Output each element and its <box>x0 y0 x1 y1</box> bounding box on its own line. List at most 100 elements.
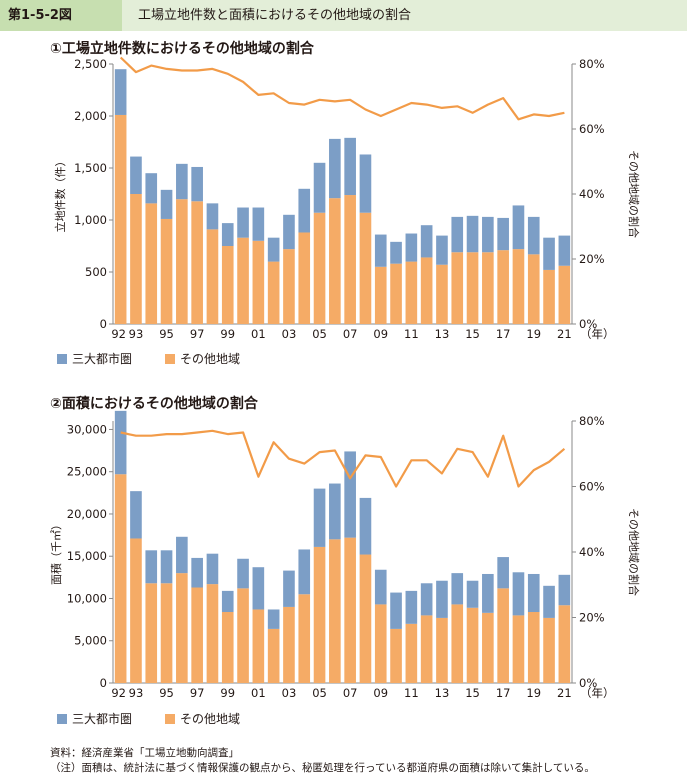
bar-other-area <box>191 587 203 683</box>
bar-three-metro <box>283 570 295 607</box>
bar-three-metro <box>359 154 372 213</box>
bar-three-metro <box>420 583 433 616</box>
legend-swatch-three-metro <box>57 354 67 364</box>
bar-three-metro <box>482 216 494 253</box>
y-tick-label: 0 <box>100 676 107 690</box>
bar-other-area <box>527 612 540 683</box>
bar-other-area <box>497 250 509 324</box>
bar-three-metro <box>176 536 188 574</box>
bar-three-metro <box>145 550 158 584</box>
bar-other-area <box>497 588 509 683</box>
y2-tick-label: 40% <box>579 187 605 201</box>
ratio-line <box>120 429 566 488</box>
y2-tick-label: 0% <box>579 676 597 690</box>
x-tick-label: 05 <box>312 327 327 341</box>
y2-tick-label: 0% <box>579 317 597 331</box>
bar-other-area <box>512 249 525 324</box>
legend-item-other-area: その他地域 <box>165 351 240 367</box>
bar-three-metro <box>344 451 356 538</box>
bar-three-metro <box>543 237 555 270</box>
bar-other-area <box>374 266 387 324</box>
bar-three-metro <box>145 173 158 204</box>
x-tick-label: 15 <box>465 686 480 700</box>
bar-three-metro <box>160 189 173 219</box>
bar-other-area <box>237 588 249 683</box>
legend-swatch-other-area <box>165 354 175 364</box>
bar-other-area <box>344 195 356 324</box>
bar-three-metro <box>558 574 571 606</box>
chart2-title: ②面積におけるその他地域の割合 <box>50 396 258 412</box>
bar-other-area <box>191 201 203 324</box>
bar-other-area <box>283 249 295 324</box>
y-tick-label: 20,000 <box>67 507 107 521</box>
bar-other-area <box>221 246 234 324</box>
x-tick-label: 15 <box>465 327 480 341</box>
chart1-svg: 0 500 1,000 1,500 2,000 2,500 0% 20% 40% 60% 80% 立地… <box>53 56 641 341</box>
x-tick-label: 19 <box>526 686 541 700</box>
bar-three-metro <box>497 217 509 251</box>
bar-other-area <box>451 252 464 324</box>
bar-other-area <box>344 537 356 683</box>
bar-three-metro <box>405 590 418 624</box>
y-tick-label: 25,000 <box>67 465 107 479</box>
x-tick-label: 17 <box>496 327 511 341</box>
x-tick-label: 07 <box>343 327 358 341</box>
x-tick-label: 93 <box>129 686 144 700</box>
y-axis-title: 面積（千㎡） <box>49 519 63 585</box>
y2-axis-title: その他地域の割合 <box>627 508 641 596</box>
bar-other-area <box>160 583 173 683</box>
bar-other-area <box>130 194 142 324</box>
bar-three-metro <box>390 592 402 629</box>
bar-three-metro <box>466 215 479 253</box>
bar-three-metro <box>267 609 280 629</box>
bar-other-area <box>359 554 372 683</box>
bar-other-area <box>390 263 402 324</box>
bar-other-area <box>114 114 127 325</box>
x-tick-label: 07 <box>343 686 358 700</box>
bar-three-metro <box>237 558 249 589</box>
bar-other-area <box>145 583 158 683</box>
x-tick-label: 13 <box>435 686 450 700</box>
bar-other-area <box>512 615 525 683</box>
bar-other-area <box>558 265 571 324</box>
bar-three-metro <box>436 580 448 618</box>
bar-other-area <box>267 261 280 324</box>
bar-other-area <box>206 229 219 324</box>
bar-three-metro <box>313 488 326 547</box>
bar-other-area <box>313 546 326 683</box>
bar-other-area <box>482 612 494 683</box>
bar-three-metro <box>206 203 219 230</box>
bar-three-metro <box>191 166 203 202</box>
x-tick-label: 95 <box>159 327 174 341</box>
x-tick-label: 99 <box>220 686 235 700</box>
bar-other-area <box>451 604 464 683</box>
bar-three-metro <box>466 580 479 608</box>
x-axis-unit: （年） <box>580 686 615 700</box>
y2-tick-label: 20% <box>579 252 605 266</box>
x-tick-label: 09 <box>373 327 388 341</box>
bar-other-area <box>267 628 280 683</box>
y2-tick-label: 80% <box>579 414 605 428</box>
bar-other-area <box>176 199 188 324</box>
x-tick-label: 21 <box>557 327 572 341</box>
y-tick-label: 5,000 <box>74 634 107 648</box>
bar-other-area <box>466 252 479 324</box>
legend-item-three-metro: 三大都市圏 <box>57 351 132 367</box>
y2-tick-label: 60% <box>579 480 605 494</box>
bar-three-metro <box>390 241 402 264</box>
bar-other-area <box>252 240 265 324</box>
bar-other-area <box>527 254 540 324</box>
bar-three-metro <box>267 237 280 262</box>
x-tick-label: 05 <box>312 686 327 700</box>
legend-item-other-area: その他地域 <box>165 711 240 727</box>
figure-header: 第1-5-2図 工場立地件数と面積におけるその他地域の割合 <box>0 0 687 31</box>
footnote: （注）面積は、統計法に基づく情報保護の観点から、秘匿処理を行っている都道府県の面… <box>50 762 595 774</box>
legend-swatch-other-area <box>165 714 175 724</box>
bar-other-area <box>482 252 494 324</box>
bar-three-metro <box>114 69 127 115</box>
bar-other-area <box>329 198 341 324</box>
bar-other-area <box>390 628 402 683</box>
x-tick-label: 95 <box>159 686 174 700</box>
bar-three-metro <box>451 216 464 253</box>
x-tick-label: 21 <box>557 686 572 700</box>
